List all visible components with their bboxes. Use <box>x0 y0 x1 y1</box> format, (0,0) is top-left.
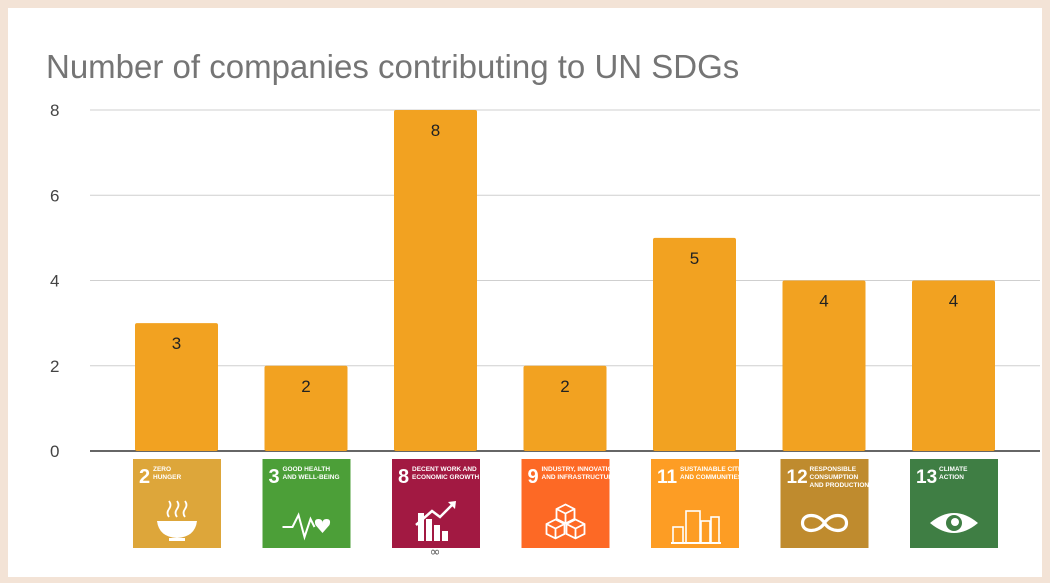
chart-title: Number of companies contributing to UN S… <box>46 48 740 85</box>
y-tick-label: 4 <box>50 272 59 291</box>
y-tick-label: 6 <box>50 186 59 205</box>
sdg-name-line: ECONOMIC GROWTH <box>412 474 479 481</box>
y-tick-label: 0 <box>50 442 59 461</box>
sdg-name-line: AND WELL-BEING <box>283 474 340 481</box>
sdg-name-line: CONSUMPTION <box>810 474 859 481</box>
data-label: 5 <box>690 249 699 268</box>
bar <box>912 280 995 451</box>
data-label: 4 <box>819 292 828 311</box>
data-label: 8 <box>431 121 440 140</box>
bar <box>264 365 348 451</box>
stray-infinity-mark: ∞ <box>430 545 441 560</box>
sdg-tile-background <box>780 459 869 548</box>
data-label: 2 <box>301 377 310 396</box>
bar <box>135 323 218 451</box>
bar <box>653 237 736 451</box>
sdg-number: 3 <box>269 466 280 488</box>
sdg-number: 13 <box>916 467 937 488</box>
sdg-number: 8 <box>398 466 409 488</box>
y-tick-label: 2 <box>50 357 59 376</box>
sdg-number: 11 <box>657 467 678 488</box>
growth-chart-icon <box>415 501 456 541</box>
sdg-name-line: GOOD HEALTH <box>283 466 331 473</box>
sdg-number: 9 <box>528 466 539 488</box>
sdg-number: 2 <box>139 466 150 488</box>
sdg-name-line: AND COMMUNITIES <box>680 474 743 481</box>
data-label: 3 <box>172 334 181 353</box>
sdg-name-line: ZERO <box>153 466 171 473</box>
sdg-name-line: CLIMATE <box>939 466 968 473</box>
cubes-icon <box>545 503 586 540</box>
sdg-name-line: AND INFRASTRUCTURE <box>542 474 618 481</box>
bowl-icon <box>157 500 197 541</box>
data-label: 2 <box>560 377 569 396</box>
sdg-name-line: INDUSTRY, INNOVATION <box>542 466 618 473</box>
city-icon <box>671 510 721 544</box>
sdg-name-line: SUSTAINABLE CITIES <box>680 466 749 473</box>
sdg-number: 12 <box>787 467 808 488</box>
bar <box>523 365 607 451</box>
bar <box>394 110 477 451</box>
sdg-name-line: RESPONSIBLE <box>810 466 857 473</box>
infinity-icon <box>800 513 849 533</box>
y-tick-label: 8 <box>50 101 59 120</box>
sdg-tile-background <box>651 459 739 548</box>
bar <box>782 280 866 451</box>
heartbeat-icon <box>282 512 331 541</box>
sdg-tile-background <box>910 459 998 548</box>
sdg-name-line: AND PRODUCTION <box>810 482 870 489</box>
sdg-name-line: DECENT WORK AND <box>412 466 477 473</box>
sdg-name-line: ACTION <box>939 474 964 481</box>
data-label: 4 <box>949 292 958 311</box>
sdg-name-line: HUNGER <box>153 474 181 481</box>
eye-globe-icon <box>930 513 978 533</box>
